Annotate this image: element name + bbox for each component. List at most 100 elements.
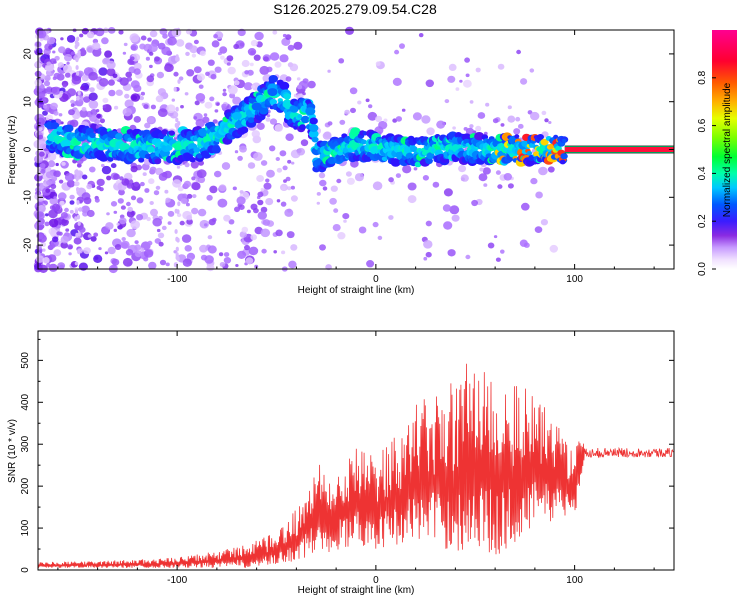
noise-blob [195, 118, 205, 128]
noise-blob [205, 71, 210, 77]
noise-blob [226, 55, 234, 62]
noise-blob [52, 50, 56, 54]
ridge-blob [247, 117, 255, 123]
colorbar-tick-label: 0.8 [697, 70, 708, 84]
noise-blob [291, 161, 295, 165]
noise-blob [279, 54, 289, 63]
noise-blob [191, 176, 196, 181]
noise-blob [104, 251, 109, 255]
noise-blob [250, 39, 258, 47]
noise-blob [46, 61, 51, 66]
noise-streak [74, 209, 78, 215]
noise-blob [139, 96, 144, 101]
noise-blob [74, 181, 80, 187]
spectrogram-xlabel: Height of straight line (km) [298, 285, 415, 296]
noise-blob [290, 244, 298, 251]
noise-blob [48, 209, 58, 219]
noise-blob [266, 114, 271, 118]
noise-streak [76, 71, 80, 76]
noise-blob [140, 91, 145, 96]
noise-blob [70, 103, 75, 107]
noise-blob [220, 55, 225, 60]
noise-blob [83, 197, 92, 205]
noise-blob [339, 119, 346, 125]
noise-blob [69, 209, 74, 214]
noise-streak [177, 201, 181, 207]
noise-blob [47, 254, 57, 263]
noise-blob [253, 54, 261, 61]
noise-blob [257, 199, 264, 206]
noise-blob [401, 108, 406, 112]
noise-streak [76, 95, 80, 101]
noise-blob [70, 99, 75, 104]
colorbar-tick-label: 0.0 [697, 262, 708, 276]
noise-blob [247, 48, 257, 56]
noise-blob [81, 47, 85, 51]
noise-blob [182, 258, 192, 267]
noise-blob [475, 67, 481, 73]
noise-streak [74, 216, 78, 222]
noise-blob [219, 262, 226, 267]
noise-blob [53, 170, 61, 178]
noise-blob [520, 78, 528, 85]
noise-blob [541, 110, 547, 116]
noise-blob [329, 197, 337, 205]
noise-blob [47, 152, 57, 161]
noise-blob [58, 179, 64, 184]
colorbar-tick-label: 0.6 [697, 118, 708, 132]
noise-blob [113, 210, 118, 214]
noise-blob [47, 36, 56, 45]
noise-blob [367, 111, 378, 121]
noise-blob [197, 208, 207, 217]
noise-blob [269, 52, 280, 61]
noise-blob [285, 34, 292, 40]
ridge-blob [269, 98, 277, 106]
noise-blob [547, 166, 555, 173]
ridge-hotspot [251, 102, 262, 111]
noise-blob [207, 235, 213, 240]
noise-blob [186, 69, 195, 77]
noise-blob [159, 28, 168, 35]
ridge-blob [127, 137, 133, 142]
noise-blob [48, 263, 58, 272]
noise-blob [149, 51, 154, 56]
noise-blob [276, 167, 283, 173]
noise-streak [175, 236, 179, 242]
noise-blob [156, 228, 161, 233]
noise-blob [322, 186, 328, 191]
noise-blob [285, 176, 291, 182]
noise-blob [124, 93, 130, 99]
noise-blob [130, 93, 141, 102]
noise-streak [76, 200, 80, 205]
noise-blob [507, 115, 516, 123]
noise-blob [140, 247, 145, 252]
noise-blob [146, 75, 155, 83]
noise-blob [479, 167, 484, 172]
ridge-blob [327, 156, 337, 165]
noise-blob [167, 221, 172, 225]
noise-blob [269, 118, 278, 125]
noise-blob [286, 231, 295, 239]
ridge-blob [414, 161, 422, 168]
noise-blob [101, 37, 109, 45]
noise-streak [175, 246, 179, 252]
noise-blob [36, 29, 47, 39]
noise-blob [495, 170, 501, 175]
noise-blob [219, 46, 228, 54]
noise-blob [110, 201, 118, 207]
noise-blob [107, 79, 115, 86]
noise-blob [90, 109, 98, 116]
snr-xtick-label: 0 [373, 575, 379, 586]
noise-blob [237, 155, 243, 161]
spectrogram-ridge [44, 75, 569, 173]
noise-blob [37, 224, 44, 231]
noise-blob [86, 183, 93, 190]
noise-blob [444, 99, 450, 104]
noise-blob [471, 199, 478, 207]
noise-blob [265, 198, 274, 206]
noise-blob [119, 217, 127, 225]
noise-blob [239, 145, 247, 153]
line-core [564, 147, 674, 152]
noise-blob [234, 150, 239, 154]
noise-streak [76, 41, 80, 47]
